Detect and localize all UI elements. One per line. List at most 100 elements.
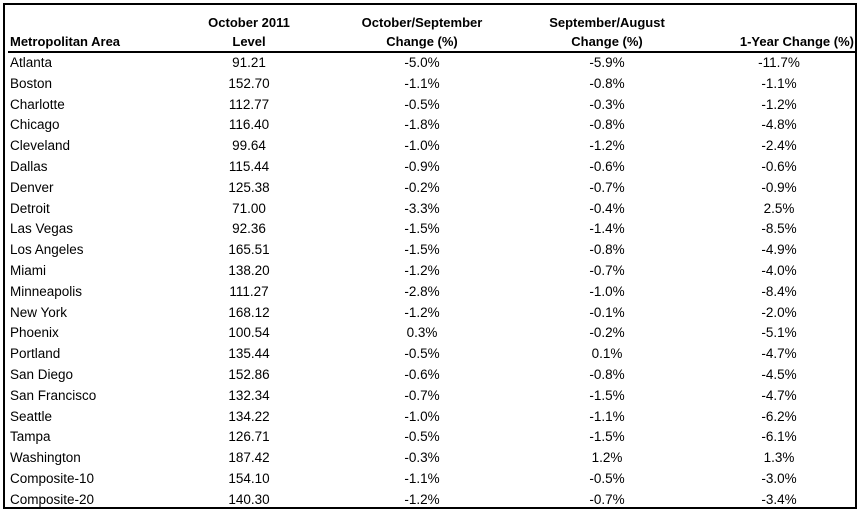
level-cell: 152.70	[228, 75, 270, 91]
metro-area-cell: Detroit	[10, 200, 50, 216]
one-year-change-cell: -6.2%	[761, 408, 797, 424]
header-metropolitan-area: Metropolitan Area	[8, 5, 166, 53]
metro-area-cell: Chicago	[10, 117, 60, 133]
level-cell: 165.51	[228, 242, 270, 258]
one-year-change-cell: -8.5%	[761, 221, 797, 237]
level-cell: 115.44	[228, 158, 270, 174]
header-line2: Change (%)	[386, 34, 458, 49]
sep-aug-change-cell: -5.9%	[589, 55, 625, 70]
level-cell: 134.22	[228, 408, 270, 424]
table-row: Dallas 115.44 -0.9% -0.6% -0.6%	[8, 157, 856, 178]
level-cell: 100.54	[228, 325, 270, 341]
header-line1: October 2011	[208, 15, 290, 30]
metro-area-cell: Tampa	[10, 429, 51, 445]
one-year-change-cell: -6.1%	[761, 429, 797, 445]
oct-sep-change-cell: -0.3%	[404, 450, 440, 466]
metro-area-cell: Charlotte	[10, 96, 65, 112]
table-row: Minneapolis 111.27 -2.8% -1.0% -8.4%	[8, 282, 856, 303]
one-year-change-cell: -8.4%	[761, 283, 797, 299]
metro-area-cell: Seattle	[10, 408, 53, 424]
oct-sep-change-cell: -5.0%	[404, 55, 440, 70]
header-october-level: October 2011 Level	[166, 5, 332, 53]
one-year-change-cell: -4.5%	[761, 366, 797, 382]
header-one-year-change: 1-Year Change (%)	[702, 5, 856, 53]
level-cell: 138.20	[228, 262, 270, 278]
one-year-change-cell: -5.1%	[761, 325, 797, 341]
metro-area-cell: Los Angeles	[10, 242, 84, 258]
table-frame: Metropolitan Area October 2011 Level Oct…	[3, 3, 857, 509]
table-header: Metropolitan Area October 2011 Level Oct…	[8, 5, 856, 53]
oct-sep-change-cell: -1.1%	[404, 470, 440, 486]
one-year-change-cell: -1.2%	[761, 96, 797, 112]
table-row: Composite-20 140.30 -1.2% -0.7% -3.4%	[8, 490, 856, 511]
table-row: Phoenix 100.54 0.3% -0.2% -5.1%	[8, 323, 856, 344]
table-row: Seattle 134.22 -1.0% -1.1% -6.2%	[8, 407, 856, 428]
oct-sep-change-cell: -1.0%	[404, 138, 440, 154]
oct-sep-change-cell: -1.2%	[404, 262, 440, 278]
oct-sep-change-cell: -0.9%	[404, 158, 440, 174]
sep-aug-change-cell: -0.1%	[589, 304, 625, 320]
sep-aug-change-cell: -0.3%	[589, 96, 625, 112]
header-sep-aug-change: September/August Change (%)	[512, 5, 702, 53]
metro-area-cell: Miami	[10, 262, 46, 278]
one-year-change-cell: -1.1%	[761, 75, 797, 91]
header-row: Metropolitan Area October 2011 Level Oct…	[8, 5, 856, 53]
table-row: Tampa 126.71 -0.5% -1.5% -6.1%	[8, 427, 856, 448]
metro-area-cell: Phoenix	[10, 325, 59, 341]
one-year-change-cell: -3.0%	[761, 470, 797, 486]
table-row: Miami 138.20 -1.2% -0.7% -4.0%	[8, 261, 856, 282]
level-cell: 116.40	[228, 117, 270, 133]
table-row: Chicago 116.40 -1.8% -0.8% -4.8%	[8, 115, 856, 136]
oct-sep-change-cell: -1.8%	[404, 117, 440, 133]
sep-aug-change-cell: -0.7%	[589, 262, 625, 278]
one-year-change-cell: -11.7%	[758, 55, 800, 70]
oct-sep-change-cell: -1.1%	[404, 75, 440, 91]
oct-sep-change-cell: -2.8%	[404, 283, 440, 299]
level-cell: 152.86	[228, 366, 270, 382]
sep-aug-change-cell: -1.0%	[589, 283, 625, 299]
table-row: San Francisco 132.34 -0.7% -1.5% -4.7%	[8, 386, 856, 407]
table-row: Atlanta 91.21 -5.0% -5.9% -11.7%	[8, 52, 856, 74]
sep-aug-change-cell: -0.7%	[589, 179, 625, 195]
metro-area-cell: Composite-20	[10, 491, 95, 507]
table-row: Los Angeles 165.51 -1.5% -0.8% -4.9%	[8, 240, 856, 261]
metro-area-cell: Minneapolis	[10, 283, 83, 299]
table-row: Las Vegas 92.36 -1.5% -1.4% -8.5%	[8, 219, 856, 240]
sep-aug-change-cell: -1.5%	[589, 387, 625, 403]
sep-aug-change-cell: -0.8%	[589, 242, 625, 258]
metro-area-cell: Dallas	[10, 158, 48, 174]
one-year-change-cell: -2.4%	[761, 138, 797, 154]
level-cell: 132.34	[228, 387, 270, 403]
oct-sep-change-cell: -0.2%	[404, 179, 440, 195]
header-line1: September/August	[549, 15, 665, 30]
table-body: Atlanta 91.21 -5.0% -5.9% -11.7% Boston 152.70…	[8, 52, 856, 511]
one-year-change-cell: -0.9%	[761, 179, 797, 195]
table-row: Detroit 71.00 -3.3% -0.4% 2.5%	[8, 199, 856, 220]
oct-sep-change-cell: -0.5%	[404, 96, 440, 112]
sep-aug-change-cell: -0.2%	[589, 325, 625, 341]
metro-area-cell: Boston	[10, 75, 53, 91]
one-year-change-cell: -4.9%	[761, 242, 797, 258]
metro-area-cell: Atlanta	[10, 55, 53, 70]
sep-aug-change-cell: -1.5%	[589, 429, 625, 445]
header-line2: Metropolitan Area	[10, 34, 121, 49]
header-line2: 1-Year Change (%)	[739, 34, 854, 49]
level-cell: 168.12	[228, 304, 270, 320]
level-cell: 135.44	[228, 346, 270, 362]
oct-sep-change-cell: -0.5%	[404, 346, 440, 362]
oct-sep-change-cell: -1.2%	[404, 304, 440, 320]
table-row: Denver 125.38 -0.2% -0.7% -0.9%	[8, 178, 856, 199]
sep-aug-change-cell: -0.7%	[589, 491, 625, 507]
sep-aug-change-cell: -0.8%	[589, 117, 625, 133]
header-line2: Level	[232, 34, 266, 49]
level-cell: 91.21	[232, 55, 266, 70]
header-line1: October/September	[361, 15, 483, 30]
data-table: Metropolitan Area October 2011 Level Oct…	[8, 5, 856, 511]
one-year-change-cell: -4.0%	[761, 262, 797, 278]
oct-sep-change-cell: 0.3%	[406, 325, 438, 341]
oct-sep-change-cell: -1.2%	[404, 491, 440, 507]
metro-area-cell: Cleveland	[10, 138, 71, 154]
level-cell: 92.36	[232, 221, 266, 237]
oct-sep-change-cell: -1.5%	[404, 242, 440, 258]
header-line2: Change (%)	[571, 34, 643, 49]
